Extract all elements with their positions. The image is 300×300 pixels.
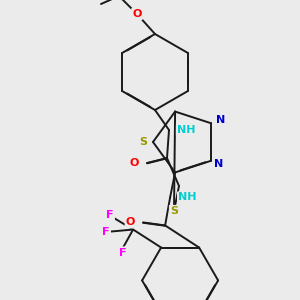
Text: NH: NH: [178, 192, 196, 203]
Text: F: F: [102, 226, 110, 236]
Text: NH: NH: [177, 125, 196, 135]
Text: N: N: [214, 159, 224, 169]
Text: O: O: [132, 9, 142, 19]
Text: O: O: [130, 158, 139, 168]
Text: N: N: [216, 115, 226, 125]
Text: O: O: [126, 218, 135, 227]
Text: F: F: [119, 248, 127, 257]
Text: S: S: [139, 137, 147, 147]
Text: S: S: [170, 206, 178, 216]
Text: F: F: [106, 209, 114, 220]
